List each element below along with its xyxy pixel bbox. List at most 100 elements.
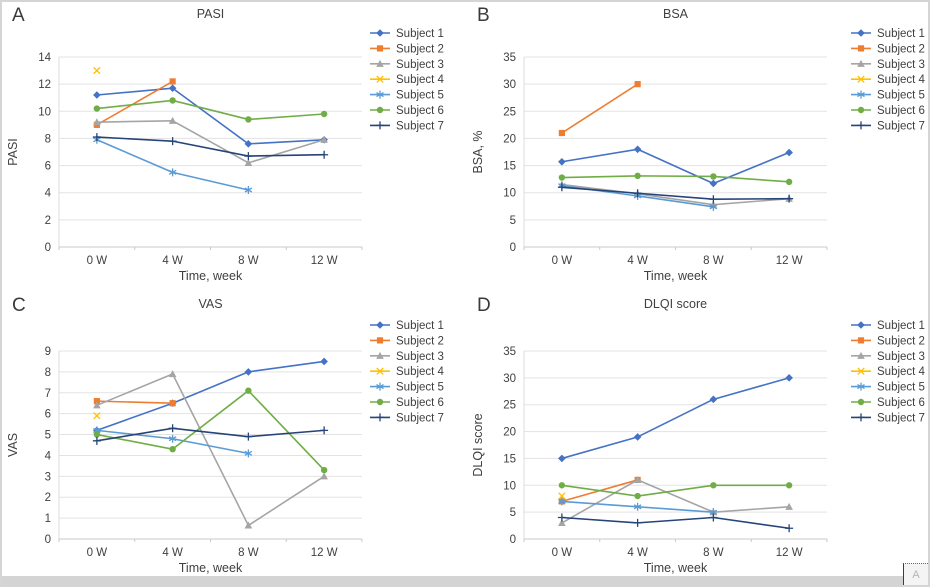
svg-text:12 W: 12 W [776, 255, 803, 267]
svg-text:10: 10 [38, 106, 51, 118]
svg-text:20: 20 [503, 427, 516, 439]
legend-item-subject-2: Subject 2 [851, 43, 925, 55]
series-subject-1 [558, 374, 793, 463]
svg-text:Subject 4: Subject 4 [396, 74, 445, 86]
legend-item-subject-5: Subject 5 [851, 90, 925, 102]
legend: Subject 1 Subject 2 Subject 3 Subject 4 Subj… [851, 320, 926, 424]
series-subject-7 [92, 424, 329, 445]
chart-title: PASI [197, 7, 225, 21]
series-subject-3 [558, 180, 793, 208]
legend-item-subject-1: Subject 1 [851, 320, 925, 332]
panel-letter-b: B [477, 5, 491, 26]
legend-item-subject-2: Subject 2 [370, 43, 444, 55]
svg-text:Time, week: Time, week [179, 561, 243, 575]
svg-text:7: 7 [45, 388, 51, 400]
svg-text:Subject 1: Subject 1 [877, 28, 925, 40]
svg-text:Subject 1: Subject 1 [396, 28, 444, 40]
svg-text:4 W: 4 W [627, 255, 648, 267]
series-subject-7 [557, 183, 794, 204]
legend: Subject 1 Subject 2 Subject 3 Subject 4 Subj… [370, 320, 445, 424]
y-axis: 0 5 10 15 20 25 30 35 [503, 52, 827, 254]
svg-text:4 W: 4 W [162, 547, 183, 559]
legend: Subject 1 Subject 2 Subject 3 Subject 4 Subj… [851, 28, 926, 132]
y-axis: 0 5 10 15 20 25 30 35 [503, 346, 827, 546]
svg-text:PASI: PASI [6, 138, 20, 166]
svg-text:Subject 3: Subject 3 [877, 351, 925, 363]
legend-item-subject-3: Subject 3 [370, 351, 444, 363]
panel-pasi: A 0 2 4 6 8 10 12 14 0 W 4 W 8 W 12 W Time, week PASI… [2, 2, 467, 292]
svg-text:9: 9 [45, 346, 51, 358]
legend-item-subject-4: Subject 4 [851, 366, 926, 378]
svg-text:Subject 3: Subject 3 [396, 351, 444, 363]
series-subject-5 [558, 497, 718, 517]
svg-text:4 W: 4 W [162, 255, 183, 267]
y-axis-title: PASI [6, 138, 20, 166]
svg-text:BSA, %: BSA, % [471, 130, 485, 173]
y-axis-title: VAS [6, 433, 20, 457]
dlqi-chart: 0 5 10 15 20 25 30 35 0 W 4 W 8 W 12 W Time, week DLQ… [471, 297, 926, 575]
svg-text:0: 0 [510, 534, 516, 546]
legend-item-subject-1: Subject 1 [370, 320, 444, 332]
series-subject-2 [558, 81, 641, 137]
y-axis-title: DLQI score [471, 413, 485, 476]
svg-text:25: 25 [503, 106, 516, 118]
legend-item-subject-1: Subject 1 [370, 28, 444, 40]
svg-text:1: 1 [45, 513, 51, 525]
svg-text:Subject 5: Subject 5 [396, 382, 444, 394]
svg-text:Subject 7: Subject 7 [877, 412, 925, 424]
artifact-glyph: A [912, 568, 920, 581]
svg-text:Subject 5: Subject 5 [396, 90, 444, 102]
panel-letter-c: C [12, 295, 27, 316]
svg-text:0 W: 0 W [552, 547, 573, 559]
x-axis: 0 W 4 W 8 W 12 W Time, week [523, 539, 828, 575]
svg-text:6: 6 [45, 409, 51, 421]
svg-text:12 W: 12 W [776, 547, 803, 559]
chart-title: DLQI score [644, 297, 707, 311]
series-subject-3 [93, 370, 328, 529]
svg-text:25: 25 [503, 400, 516, 412]
svg-text:3: 3 [45, 471, 51, 483]
svg-text:0: 0 [45, 534, 51, 546]
svg-text:12 W: 12 W [311, 547, 338, 559]
svg-text:30: 30 [503, 79, 516, 91]
svg-text:8: 8 [45, 133, 51, 145]
selection-cursor-artifact: A [903, 563, 928, 585]
y-axis: 0 2 4 6 8 10 12 14 [38, 52, 362, 254]
svg-text:DLQI score: DLQI score [644, 297, 707, 311]
svg-text:2: 2 [45, 215, 51, 227]
svg-text:12 W: 12 W [311, 255, 338, 267]
series-subject-5 [93, 426, 253, 458]
svg-text:8 W: 8 W [703, 255, 724, 267]
vas-chart: 0 1 2 3 4 5 6 7 8 9 0 W 4 W 8 W 12 W Time, week VAS VAS S… [6, 297, 445, 575]
y-axis-title: BSA, % [471, 130, 485, 173]
legend-item-subject-4: Subject 4 [370, 74, 445, 86]
series-subject-1 [558, 145, 793, 188]
legend-item-subject-4: Subject 4 [370, 366, 445, 378]
svg-text:4 W: 4 W [627, 547, 648, 559]
x-axis: 0 W 4 W 8 W 12 W Time, week [58, 539, 363, 575]
svg-text:0 W: 0 W [552, 255, 573, 267]
svg-text:4: 4 [45, 450, 52, 462]
svg-text:5: 5 [45, 430, 51, 442]
svg-text:PASI: PASI [197, 7, 225, 21]
legend-item-subject-3: Subject 3 [851, 351, 925, 363]
svg-text:VAS: VAS [198, 297, 222, 311]
series-subject-6 [93, 387, 328, 474]
svg-text:0 W: 0 W [87, 255, 108, 267]
svg-text:12: 12 [38, 79, 51, 91]
svg-text:10: 10 [503, 188, 516, 200]
legend-item-subject-6: Subject 6 [370, 105, 444, 117]
svg-text:Subject 5: Subject 5 [877, 382, 925, 394]
panel-letter-a: A [12, 5, 26, 26]
legend-item-subject-7: Subject 7 [370, 412, 444, 424]
series-subject-7 [92, 133, 329, 161]
svg-text:Time, week: Time, week [644, 561, 708, 575]
panel-dlqi: D 0 5 10 15 20 25 30 35 0 W 4 W 8 W 12 W Time, week D… [467, 292, 928, 585]
svg-text:Subject 3: Subject 3 [877, 59, 925, 71]
legend-item-subject-6: Subject 6 [851, 397, 925, 409]
svg-text:Subject 4: Subject 4 [877, 74, 926, 86]
svg-text:Subject 1: Subject 1 [396, 320, 444, 332]
svg-text:5: 5 [510, 215, 516, 227]
svg-text:10: 10 [503, 480, 516, 492]
svg-text:4: 4 [45, 188, 52, 200]
